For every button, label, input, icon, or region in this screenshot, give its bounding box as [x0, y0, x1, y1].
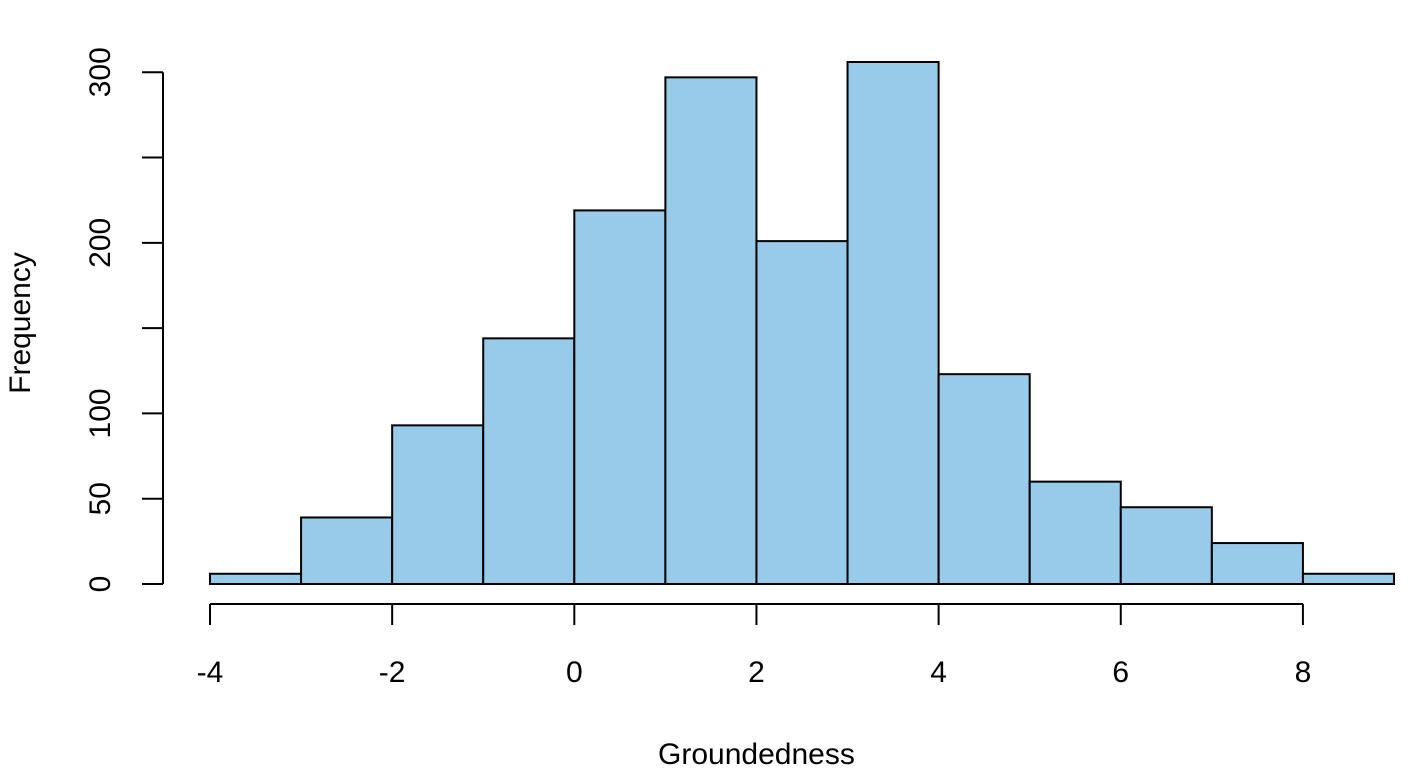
y-axis: 0 50 100 200 300: [84, 47, 164, 593]
x-tick-label: 0: [566, 656, 583, 689]
histogram-bar: [846, 61, 940, 585]
y-tick-label: 100: [84, 388, 117, 438]
x-axis-title: Groundedness: [658, 738, 855, 771]
histogram-bar: [1119, 506, 1213, 585]
y-tick-label: 50: [84, 482, 117, 515]
histogram-bar: [573, 209, 667, 585]
histogram-bar: [1028, 480, 1122, 586]
histogram-bar: [1301, 572, 1396, 586]
x-tick-label: -2: [379, 656, 406, 689]
histogram-bar: [391, 424, 485, 585]
y-tick-label: 0: [84, 576, 117, 593]
histogram-bar: [937, 373, 1031, 586]
histogram-bar: [209, 572, 303, 586]
histogram-bar: [482, 337, 576, 585]
y-tick-label: 200: [84, 218, 117, 268]
x-tick-label: 6: [1112, 656, 1129, 689]
x-tick-label: 8: [1295, 656, 1312, 689]
y-tick-label: 300: [84, 47, 117, 97]
x-axis: -4 -2 0 2 4 6 8: [197, 603, 1312, 689]
histogram-bar: [1210, 542, 1304, 586]
bars-group: [209, 61, 1396, 586]
y-axis-title: Frequency: [4, 252, 37, 394]
histogram-bar: [300, 516, 394, 585]
histogram-bar: [664, 76, 758, 586]
histogram-bar: [755, 240, 849, 585]
x-tick-label: -4: [197, 656, 224, 689]
x-tick-label: 4: [930, 656, 947, 689]
x-tick-label: 2: [748, 656, 765, 689]
